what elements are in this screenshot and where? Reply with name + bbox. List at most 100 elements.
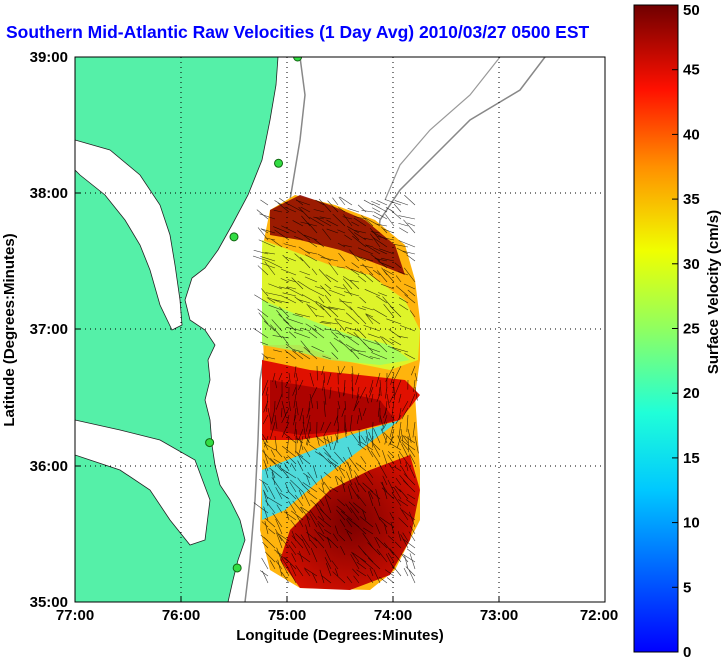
velocity-vector — [323, 471, 332, 479]
velocity-vector — [342, 284, 353, 297]
velocity-vector — [364, 473, 374, 486]
velocity-vector — [267, 297, 283, 304]
velocity-vector — [324, 496, 332, 514]
velocity-vector — [383, 407, 388, 418]
velocity-vector — [304, 436, 311, 444]
velocity-vector — [361, 215, 374, 227]
velocity-vector — [283, 511, 297, 521]
velocity-vector — [254, 294, 269, 304]
velocity-vector — [361, 210, 374, 213]
velocity-vector — [381, 257, 395, 262]
velocity-vector — [279, 306, 290, 318]
velocity-vector — [349, 414, 353, 432]
velocity-vector — [351, 221, 360, 227]
sound-inlet — [75, 419, 211, 546]
velocity-vector — [360, 264, 374, 269]
velocity-vector — [267, 407, 272, 423]
velocity-vector — [314, 529, 325, 542]
velocity-vector — [288, 257, 297, 262]
velocity-vector — [403, 283, 416, 290]
velocity-vector — [297, 230, 311, 241]
velocity-vector — [397, 435, 402, 444]
velocity-vector — [409, 511, 416, 528]
velocity-vector — [324, 452, 339, 465]
velocity-vector — [286, 414, 290, 424]
velocity-vector — [356, 569, 367, 577]
velocity-vector — [295, 400, 299, 416]
velocity-vector — [300, 206, 311, 213]
velocity-vector — [344, 528, 353, 535]
velocity-vector — [289, 563, 297, 577]
velocity-vector — [311, 268, 318, 276]
velocity-vector — [288, 400, 291, 412]
velocity-vector — [277, 202, 290, 213]
velocity-vector — [376, 548, 388, 563]
velocity-vector — [280, 278, 290, 283]
velocity-vector — [340, 365, 346, 375]
velocity-vector — [298, 246, 311, 255]
velocity-vector — [397, 453, 402, 465]
velocity-vector — [288, 372, 291, 383]
velocity-vector — [324, 295, 332, 304]
velocity-vector — [346, 531, 353, 542]
velocity-vector — [370, 254, 381, 262]
velocity-vector — [406, 548, 416, 556]
velocity-vector — [387, 552, 395, 563]
velocity-vector — [402, 532, 409, 542]
velocity-vector — [374, 536, 381, 549]
velocity-vector — [336, 509, 346, 521]
velocity-vector — [274, 414, 278, 429]
velocity-vector — [300, 506, 311, 521]
velocity-vector — [370, 231, 381, 234]
velocity-vector — [323, 435, 327, 448]
velocity-vector — [313, 209, 325, 213]
velocity-vector — [315, 199, 325, 206]
velocity-vector — [283, 456, 290, 465]
velocity-vector — [341, 407, 346, 418]
velocity-vector — [347, 461, 353, 479]
velocity-vector — [372, 421, 374, 440]
velocity-vector — [386, 318, 402, 325]
velocity-vector — [393, 203, 402, 213]
velocity-vector — [315, 300, 332, 311]
velocity-vector — [295, 199, 311, 206]
velocity-vector — [273, 349, 283, 353]
velocity-vector — [404, 294, 416, 304]
velocity-vector — [372, 207, 381, 213]
velocity-vector — [346, 519, 353, 528]
velocity-vector — [365, 393, 369, 404]
velocity-vector — [348, 457, 360, 472]
velocity-vector — [360, 441, 374, 451]
velocity-vector — [291, 535, 304, 549]
map-title: Southern Mid-Atlantic Raw Velocities (1 … — [6, 22, 590, 42]
velocity-vector — [306, 407, 311, 419]
velocity-vector — [363, 527, 374, 535]
velocity-vector — [381, 336, 395, 346]
x-tick-label: 77:00 — [56, 607, 94, 624]
velocity-vector — [362, 509, 367, 521]
velocity-vector — [261, 557, 269, 570]
velocity-vector — [331, 560, 339, 570]
velocity-vector — [306, 491, 318, 500]
colorbar-label: Surface Velocity (cm/s) — [705, 210, 722, 374]
velocity-vector — [261, 353, 269, 360]
velocity-vector — [362, 407, 367, 417]
velocity-vector — [398, 227, 409, 234]
velocity-vector — [389, 209, 402, 220]
velocity-vector — [301, 539, 311, 556]
velocity-vector — [273, 209, 283, 213]
velocity-vector — [336, 266, 346, 269]
velocity-vector — [309, 288, 325, 297]
velocity-vector — [377, 292, 388, 297]
velocity-vector — [328, 306, 346, 311]
velocity-vector — [277, 533, 290, 542]
velocity-vector — [281, 407, 283, 418]
velocity-vector — [402, 250, 416, 255]
velocity-vector — [290, 463, 297, 472]
velocity-vector — [305, 251, 318, 255]
velocity-vector — [385, 207, 395, 213]
velocity-vector — [339, 196, 353, 206]
velocity-vector — [379, 335, 388, 346]
velocity-vector — [271, 472, 276, 486]
velocity-vector — [320, 257, 339, 262]
